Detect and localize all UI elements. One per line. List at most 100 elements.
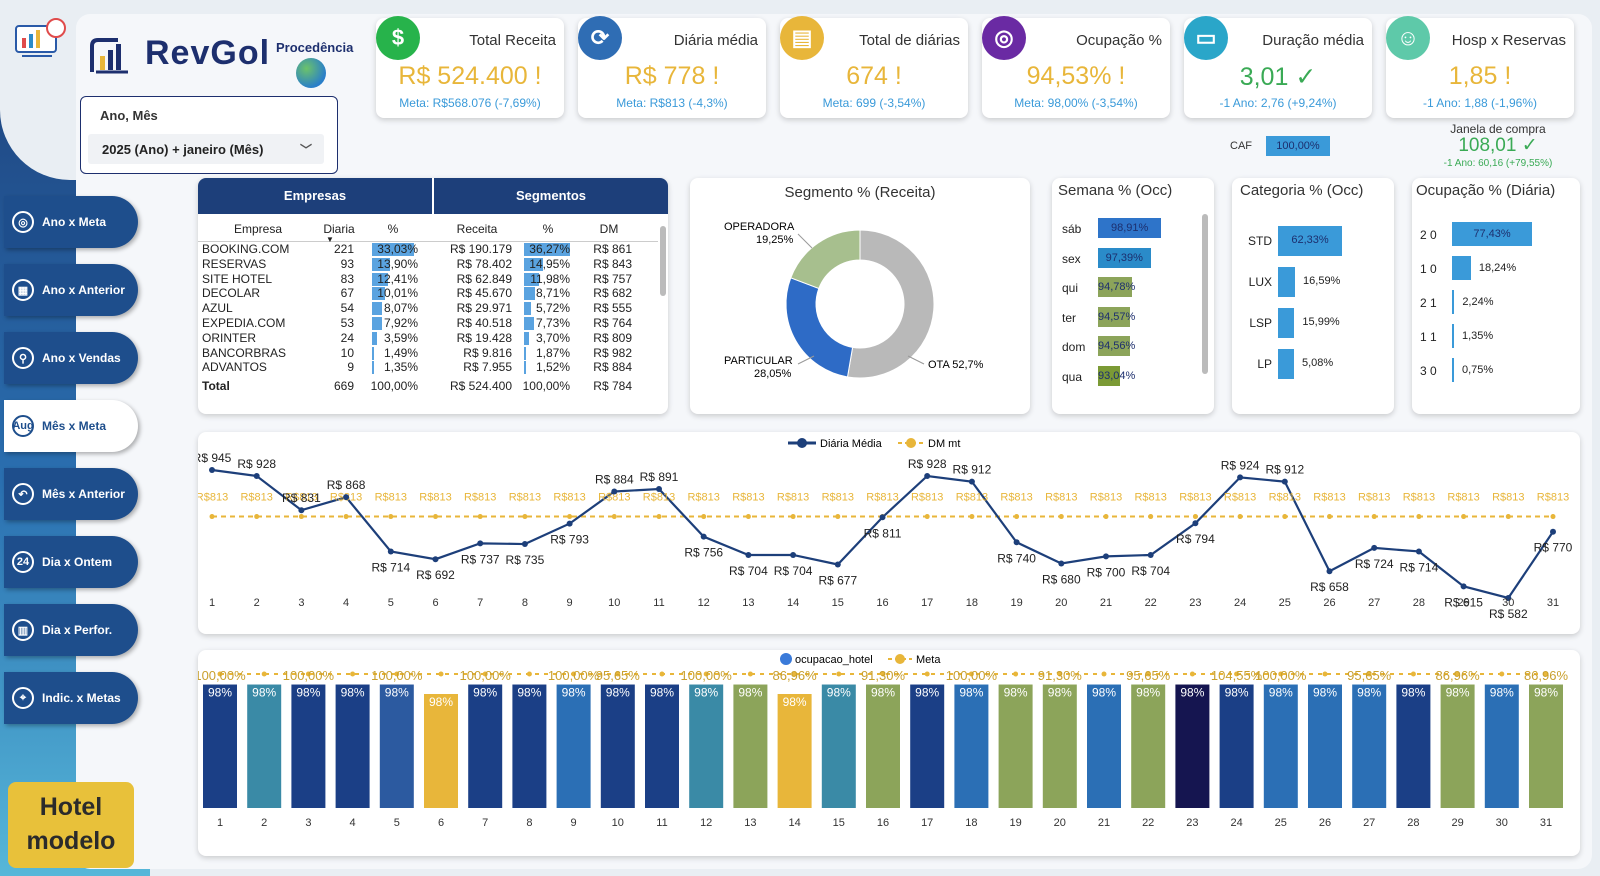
ocupacao-bar[interactable] — [1263, 684, 1298, 808]
ocupacao-bar[interactable] — [203, 684, 237, 808]
column-header[interactable]: % — [542, 222, 554, 236]
ocupacao-bar[interactable] — [1042, 684, 1077, 808]
ocupacao-bar[interactable] — [1087, 684, 1121, 808]
diaria-point[interactable] — [566, 520, 573, 527]
diaria-point[interactable] — [834, 561, 841, 568]
diaria-point[interactable] — [611, 488, 618, 495]
semana-bar[interactable]: 94,56% — [1098, 336, 1135, 356]
diaria-point[interactable] — [656, 486, 662, 493]
categoria-bar[interactable] — [1278, 308, 1295, 338]
table-row[interactable]: DECOLAR 67 10,01% R$ 45.670 8,71% R$ 682 — [198, 286, 658, 301]
ocupacao-bar[interactable] — [424, 694, 458, 808]
ocupacao-bar[interactable] — [1131, 684, 1166, 808]
ocupacao-bar[interactable] — [689, 684, 724, 808]
ocupdiaria-bar[interactable] — [1452, 358, 1454, 382]
nav-dia-x-perfor-[interactable]: ▥ Dia x Perfor. — [4, 604, 138, 656]
ocupacao-bar[interactable] — [335, 684, 370, 808]
ocupacao-bar[interactable] — [379, 684, 414, 808]
ocupacao-bar[interactable] — [998, 684, 1033, 808]
ocupacao-bar[interactable] — [821, 684, 856, 808]
diaria-point[interactable] — [1147, 551, 1154, 558]
table-row[interactable]: SITE HOTEL 83 12,41% R$ 62.849 11,98% R$ 757 — [198, 272, 658, 287]
ocupacao-bar[interactable] — [1440, 684, 1475, 808]
ocupacao-bar[interactable] — [910, 684, 945, 808]
diaria-point[interactable] — [1192, 520, 1199, 527]
nav-ano-x-anterior[interactable]: ▦ Ano x Anterior — [4, 264, 138, 316]
diaria-point[interactable] — [1460, 583, 1467, 590]
diaria-point[interactable] — [700, 533, 707, 540]
diaria-point[interactable] — [209, 467, 215, 473]
ocupacao-bar[interactable] — [954, 684, 989, 808]
ocupacao-bar[interactable] — [512, 684, 547, 808]
diaria-point[interactable] — [1415, 548, 1422, 555]
donut-slice-particular[interactable] — [785, 277, 854, 378]
diaria-point[interactable] — [477, 540, 484, 547]
diaria-point[interactable] — [1550, 528, 1556, 535]
diaria-point[interactable] — [1103, 553, 1109, 560]
categoria-bar[interactable] — [1278, 267, 1296, 297]
nav-ano-x-meta[interactable]: ◎ Ano x Meta — [4, 196, 138, 248]
diaria-point[interactable] — [253, 472, 260, 479]
diaria-point[interactable] — [1013, 539, 1020, 546]
diaria-point[interactable] — [1326, 568, 1333, 575]
diaria-point[interactable] — [521, 541, 528, 548]
diaria-point[interactable] — [1281, 478, 1288, 485]
diaria-point[interactable] — [1505, 595, 1512, 601]
ocupacao-bar[interactable] — [468, 684, 503, 808]
categoria-bar[interactable] — [1278, 349, 1294, 379]
donut-slice-operadora[interactable] — [790, 229, 861, 290]
ocupacao-bar[interactable] — [733, 684, 768, 808]
diaria-point[interactable] — [1237, 474, 1244, 481]
procedencia-label[interactable]: Procedência — [276, 40, 354, 55]
diaria-point[interactable] — [298, 507, 305, 514]
table-row[interactable]: ADVANTOS 9 1,35% R$ 7.955 1,52% R$ 884 — [198, 360, 658, 375]
diaria-point[interactable] — [790, 551, 797, 558]
ocupacao-bar[interactable] — [866, 684, 900, 808]
diaria-point[interactable] — [387, 548, 394, 555]
ocupacao-bar[interactable] — [1219, 684, 1254, 808]
table-row[interactable]: RESERVAS 93 13,90% R$ 78.402 14,95% R$ 843 — [198, 257, 658, 272]
ocupacao-bar[interactable] — [291, 684, 326, 808]
ocupacao-bar[interactable] — [645, 684, 679, 808]
ocupacao-bar[interactable] — [556, 684, 591, 808]
globe-icon[interactable] — [296, 58, 326, 88]
nav-m-s-x-meta[interactable]: Aug Mês x Meta — [4, 400, 138, 452]
semana-scrollbar[interactable] — [1202, 214, 1208, 374]
ocupacao-bar[interactable] — [1529, 684, 1563, 808]
column-header[interactable]: Receita — [456, 222, 498, 236]
column-header[interactable]: DM — [599, 222, 619, 236]
diaria-point[interactable] — [432, 556, 439, 563]
diaria-point[interactable] — [968, 478, 975, 485]
diaria-point[interactable] — [924, 472, 931, 479]
nav-m-s-x-anterior[interactable]: ↶ Mês x Anterior — [4, 468, 138, 520]
filter-dropdown[interactable]: 2025 (Ano) + janeiro (Mês) ﹀ — [88, 134, 324, 164]
ocupacao-bar[interactable] — [1352, 684, 1387, 808]
ocupacao-bar[interactable] — [247, 684, 282, 808]
diaria-point[interactable] — [343, 494, 350, 501]
column-header[interactable]: Empresa — [233, 222, 283, 236]
nav-indic-x-metas[interactable]: ⌖ Indic. x Metas — [4, 672, 138, 724]
ocupacao-bar[interactable] — [1175, 684, 1210, 808]
diaria-point[interactable] — [1058, 560, 1065, 567]
ocupacao-bar[interactable] — [777, 694, 812, 808]
semana-bar[interactable]: 93,04% — [1098, 365, 1135, 386]
diaria-point[interactable] — [1371, 544, 1378, 551]
table-scrollbar[interactable] — [660, 226, 666, 296]
donut-slice-ota[interactable] — [846, 229, 935, 379]
semana-bar[interactable]: 94,57% — [1098, 306, 1135, 327]
ocupdiaria-bar[interactable] — [1452, 324, 1454, 348]
table-row[interactable]: BOOKING.COM 221 33,03% R$ 190.179 36,27% R$ 8… — [198, 242, 658, 257]
ocupacao-bar[interactable] — [1396, 684, 1431, 808]
ocupacao-bar[interactable] — [1308, 684, 1342, 808]
semana-bar[interactable]: 94,78% — [1098, 277, 1135, 297]
diaria-point[interactable] — [879, 514, 886, 521]
column-header[interactable]: % — [387, 222, 399, 236]
ocupacao-bar[interactable] — [1484, 684, 1519, 808]
column-header[interactable]: Diaria — [323, 222, 355, 236]
table-row[interactable]: EXPEDIA.COM 53 7,92% R$ 40.518 7,73% R$ 764 — [198, 316, 658, 331]
table-row[interactable]: ORINTER 24 3,59% R$ 19.428 3,70% R$ 809 — [198, 331, 658, 346]
semana-bar[interactable]: 98,91% — [1098, 218, 1162, 238]
ocupdiaria-bar[interactable] — [1452, 222, 1532, 246]
nav-ano-x-vendas[interactable]: ⚲ Ano x Vendas — [4, 332, 138, 384]
ocupdiaria-bar[interactable] — [1452, 290, 1455, 314]
